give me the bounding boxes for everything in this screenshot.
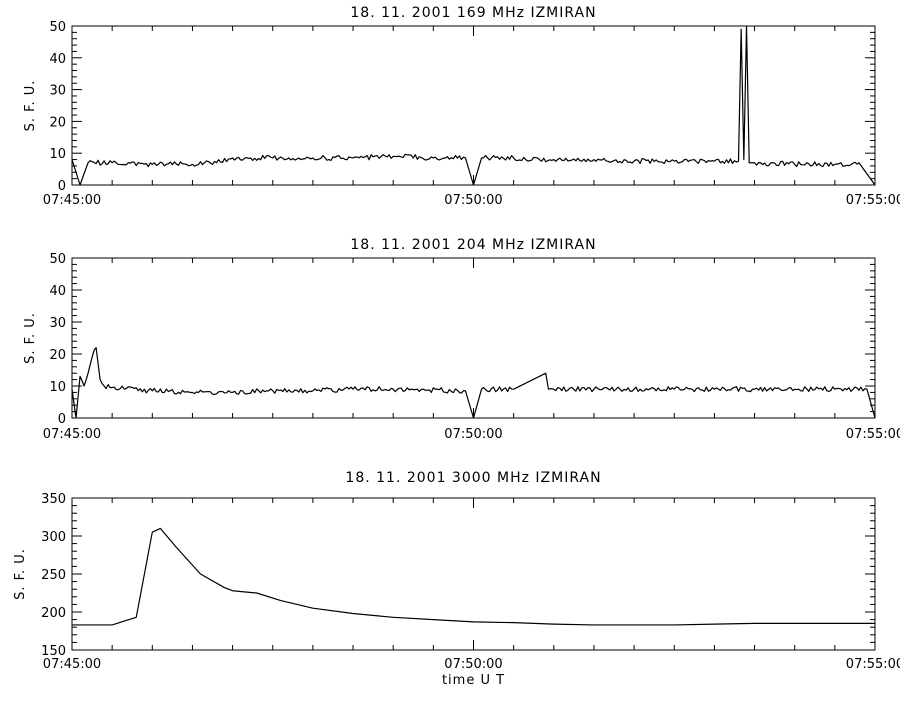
- x-tick-label: 07:55:00: [846, 193, 900, 208]
- y-axis-label: S. F. U.: [13, 548, 28, 600]
- x-tick-label: 07:45:00: [43, 427, 101, 442]
- x-tick-label: 07:50:00: [444, 427, 502, 442]
- chart-title: 18. 11. 2001 169 MHz IZMIRAN: [350, 5, 596, 21]
- y-tick-label: 30: [49, 84, 66, 99]
- plot-frame: [71, 257, 876, 419]
- plot-frame: [71, 25, 876, 186]
- chart-title: 18. 11. 2001 3000 MHz IZMIRAN: [345, 470, 601, 486]
- chart-panel-169mhz: 18. 11. 2001 169 MHz IZMIRAN S. F. U. 0 10 2…: [23, 5, 900, 208]
- series-line: [72, 527, 875, 626]
- y-tick-label: 30: [49, 316, 66, 331]
- x-axis-label: time U T: [442, 673, 505, 688]
- y-axis-label: S. F. U.: [23, 312, 38, 364]
- y-tick-label: 350: [41, 492, 66, 507]
- y-tick-label: 50: [49, 252, 66, 267]
- plot-frame: [71, 497, 876, 651]
- y-tick-label: 0: [58, 179, 66, 194]
- y-tick-label: 10: [49, 147, 66, 162]
- y-tick-label: 20: [49, 115, 66, 130]
- y-tick-label: 200: [41, 606, 66, 621]
- x-tick-label: 07:45:00: [43, 193, 101, 208]
- y-tick-label: 50: [49, 20, 66, 35]
- chart-title: 18. 11. 2001 204 MHz IZMIRAN: [350, 237, 596, 253]
- chart-panel-204mhz: 18. 11. 2001 204 MHz IZMIRAN S. F. U. 0 10 2…: [23, 237, 900, 442]
- y-tick-label: 20: [49, 348, 66, 363]
- y-tick-label: 300: [41, 530, 66, 545]
- y-tick-label: 150: [41, 644, 66, 659]
- y-tick-label: 10: [49, 380, 66, 395]
- series-line: [71, 347, 876, 419]
- x-tick-label: 07:45:00: [43, 657, 101, 672]
- y-tick-label: 40: [49, 284, 66, 299]
- x-tick-label: 07:50:00: [444, 193, 502, 208]
- y-axis-label: S. F. U.: [23, 80, 38, 132]
- x-tick-label: 07:50:00: [444, 657, 502, 672]
- x-tick-label: 07:55:00: [846, 657, 900, 672]
- x-tick-label: 07:55:00: [846, 427, 900, 442]
- y-tick-label: 0: [58, 412, 66, 427]
- chart-panel-3000mhz: 18. 11. 2001 3000 MHz IZMIRAN S. F. U. 150…: [13, 470, 900, 688]
- series-line: [71, 25, 876, 186]
- y-tick-label: 40: [49, 52, 66, 67]
- y-tick-label: 250: [41, 568, 66, 583]
